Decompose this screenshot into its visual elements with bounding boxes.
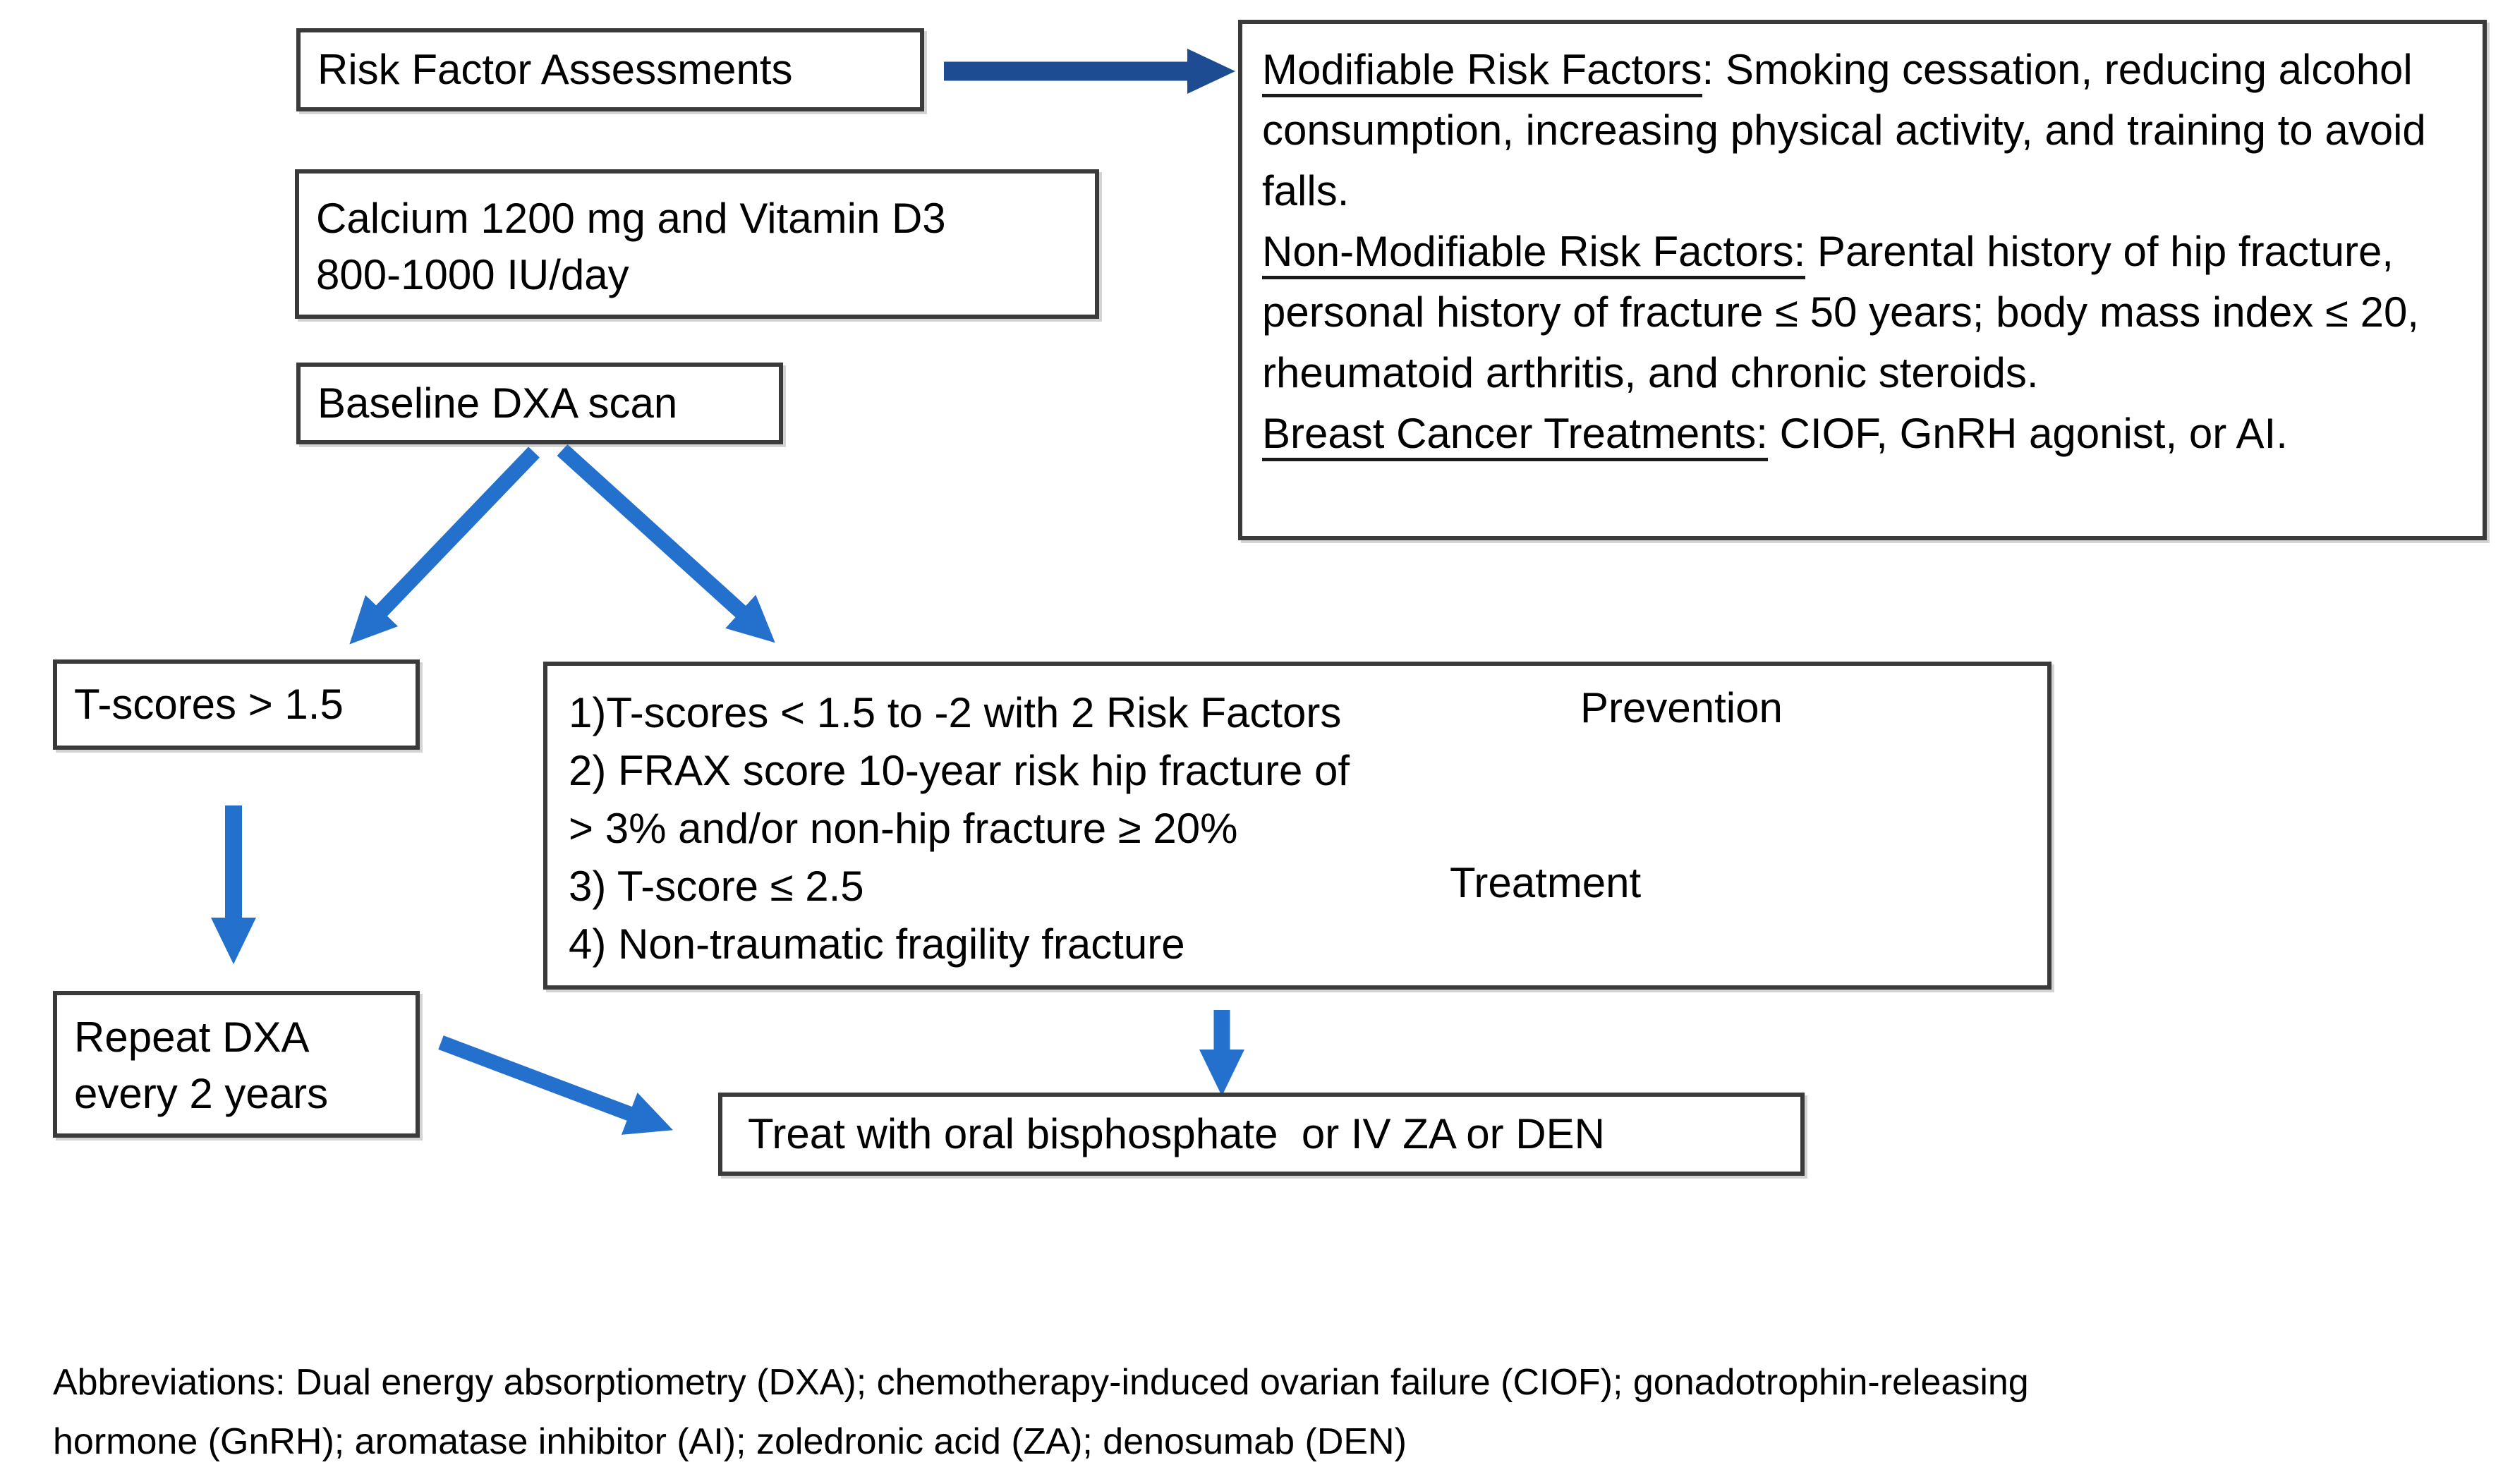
arrow-dxa-to-criteria (557, 444, 775, 643)
risk-factors-detail-box: Modifiable Risk Factors: Smoking cessati… (1238, 20, 2487, 540)
calcium-line-1: Calcium 1200 mg and Vitamin D3 (316, 195, 946, 242)
breast-cancer-treatments-label: Breast Cancer Treatments: (1262, 410, 1768, 461)
repeat-dxa-line-1: Repeat DXA (74, 1014, 310, 1061)
repeat-dxa-box: Repeat DXA every 2 years (53, 991, 420, 1138)
non-modifiable-risk-label: Non-Modifiable Risk Factors: (1262, 228, 1806, 279)
arrow-dxa-to-tscore-high (349, 446, 540, 645)
treat-label: Treat with oral bisphosphate or IV ZA or… (748, 1110, 1605, 1157)
abbreviations-line-2: hormone (GnRH); aromatase inhibitor (AI)… (53, 1421, 1407, 1462)
non-modifiable-risk-text: Parental history of hip fracture, person… (1262, 228, 2419, 396)
risk-factor-assessments-label: Risk Factor Assessments (317, 46, 793, 93)
prevention-label: Prevention (1580, 684, 1783, 731)
repeat-dxa-line-2: every 2 years (74, 1070, 329, 1117)
calcium-vitamin-box: Calcium 1200 mg and Vitamin D3 800-1000 … (295, 169, 1099, 319)
abbreviations-note: Abbreviations: Dual energy absorptiometr… (53, 1353, 2473, 1471)
criteria-line-3: > 3% and/or non-hip fracture ≥ 20% (569, 805, 1238, 852)
baseline-dxa-box: Baseline DXA scan (296, 363, 783, 444)
tscore-high-box: T-scores > 1.5 (53, 659, 420, 750)
abbreviations-line-1: Abbreviations: Dual energy absorptiometr… (53, 1362, 2029, 1403)
treatment-label: Treatment (1450, 859, 1642, 906)
treat-box: Treat with oral bisphosphate or IV ZA or… (718, 1093, 1805, 1176)
criteria-box: 1)T-scores < 1.5 to -2 with 2 Risk Facto… (543, 662, 2052, 990)
tscore-high-label: T-scores > 1.5 (74, 681, 344, 728)
arrow-repeat-to-treat (438, 1035, 673, 1135)
criteria-line-5: 4) Non-traumatic fragility fracture (569, 920, 1185, 968)
modifiable-risk-label: Modifiable Risk Factors (1262, 46, 1702, 97)
risk-factor-assessments-box: Risk Factor Assessments (296, 28, 924, 111)
calcium-line-2: 800-1000 IU/day (316, 251, 629, 298)
breast-cancer-treatments-paragraph: Breast Cancer Treatments: CIOF, GnRH ago… (1262, 403, 2463, 464)
modifiable-risk-text: : Smoking cessation, reducing alcohol co… (1262, 46, 2426, 214)
criteria-line-1: 1)T-scores < 1.5 to -2 with 2 Risk Facto… (569, 689, 1342, 736)
non-modifiable-risk-paragraph: Non-Modifiable Risk Factors: Parental hi… (1262, 221, 2463, 403)
modifiable-risk-paragraph: Modifiable Risk Factors: Smoking cessati… (1262, 39, 2463, 221)
criteria-line-4: 3) T-score ≤ 2.5 (569, 863, 864, 910)
breast-cancer-treatments-text: CIOF, GnRH agonist, or AI. (1767, 410, 2288, 457)
criteria-line-2: 2) FRAX score 10-year risk hip fracture … (569, 747, 1350, 794)
baseline-dxa-label: Baseline DXA scan (317, 379, 678, 427)
